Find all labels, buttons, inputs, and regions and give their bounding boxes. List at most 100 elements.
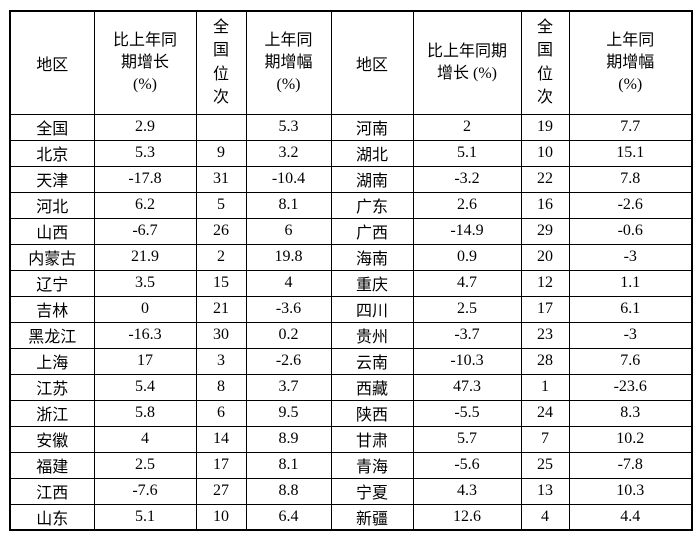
growth-cell: 17 (93, 347, 197, 375)
table-body: 全国 2.9 5.3 河南 2 19 7.7 北京 5.3 9 3.2 湖北 5.1 10 15.1 天津 -1… (9, 113, 693, 531)
growth-cell: -17.8 (93, 165, 197, 193)
region-cell: 山东 (9, 503, 95, 531)
prev-growth-cell: 6.1 (568, 295, 693, 323)
region-cell: 安徽 (9, 425, 95, 453)
prev-growth-cell: -23.6 (568, 373, 693, 401)
table-row: 黑龙江 -16.3 30 0.2 贵州 -3.7 23 -3 (9, 321, 693, 349)
growth-cell: 6.2 (93, 191, 197, 219)
rank-cell: 3 (195, 347, 247, 375)
rank-cell: 9 (195, 139, 247, 167)
region-cell: 河北 (9, 191, 95, 219)
prev-growth-cell: 0.2 (245, 321, 332, 349)
growth-cell: 5.1 (93, 503, 197, 531)
header-growth-left-line1: 比上年同 (112, 31, 177, 49)
region-cell: 浙江 (9, 399, 95, 427)
header-prev-right-line2: 期增幅 (606, 53, 655, 71)
rank-cell: 21 (195, 295, 247, 323)
growth-cell: -6.7 (93, 217, 197, 245)
growth-cell: 2 (412, 113, 522, 141)
rank-cell: 23 (520, 321, 570, 349)
header-growth-left: 比上年同 期增长 (%) (93, 10, 197, 115)
rank-cell: 16 (520, 191, 570, 219)
growth-cell: 2.5 (93, 451, 197, 479)
rank-cell: 1 (520, 373, 570, 401)
growth-cell: 2.9 (93, 113, 197, 141)
growth-cell: 5.8 (93, 399, 197, 427)
rank-cell: 13 (520, 477, 570, 505)
rank-cell: 27 (195, 477, 247, 505)
rank-cell: 5 (195, 191, 247, 219)
table-row: 全国 2.9 5.3 河南 2 19 7.7 (9, 113, 693, 141)
prev-growth-cell: 4.4 (568, 503, 693, 531)
prev-growth-cell: -3.6 (245, 295, 332, 323)
prev-growth-cell: 7.7 (568, 113, 693, 141)
rank-cell: 10 (195, 503, 247, 531)
growth-cell: 3.5 (93, 269, 197, 297)
table-row: 山西 -6.7 26 6 广西 -14.9 29 -0.6 (9, 217, 693, 245)
header-region-left: 地区 (9, 10, 95, 115)
table-row: 浙江 5.8 6 9.5 陕西 -5.5 24 8.3 (9, 399, 693, 427)
header-rank-left-char3: 位 (212, 65, 229, 83)
header-rank-left-char4: 次 (212, 89, 229, 107)
region-cell: 黑龙江 (9, 321, 95, 349)
prev-growth-cell: 8.3 (568, 399, 693, 427)
rank-cell: 15 (195, 269, 247, 297)
prev-growth-cell: 7.8 (568, 165, 693, 193)
prev-growth-cell: 4 (245, 269, 332, 297)
region-cell: 西藏 (330, 373, 414, 401)
table-row: 江西 -7.6 27 8.8 宁夏 4.3 13 10.3 (9, 477, 693, 505)
header-growth-right-line1: 比上年同期 (426, 42, 507, 60)
region-cell: 江西 (9, 477, 95, 505)
header-growth-left-line3: (%) (133, 75, 157, 93)
region-cell: 湖北 (330, 139, 414, 167)
header-row: 地区 比上年同 期增长 (%) 全 国 位 次 上年同 期增幅 (%) 地区 比… (9, 10, 693, 115)
header-rank-left: 全 国 位 次 (195, 10, 247, 115)
region-cell: 海南 (330, 243, 414, 271)
header-prev-left-line1: 上年同 (264, 31, 313, 49)
rank-cell: 4 (520, 503, 570, 531)
prev-growth-cell: 9.5 (245, 399, 332, 427)
growth-cell: -10.3 (412, 347, 522, 375)
header-growth-right-line2: 增长 (%) (437, 64, 497, 82)
rank-cell: 19 (520, 113, 570, 141)
header-rank-left-char1: 全 (212, 18, 229, 36)
prev-growth-cell: 8.9 (245, 425, 332, 453)
region-cell: 新疆 (330, 503, 414, 531)
prev-growth-cell: 3.7 (245, 373, 332, 401)
prev-growth-cell: 8.1 (245, 191, 332, 219)
region-cell: 天津 (9, 165, 95, 193)
rank-cell: 17 (520, 295, 570, 323)
header-growth-left-line2: 期增长 (120, 53, 169, 71)
prev-growth-cell: 7.6 (568, 347, 693, 375)
region-cell: 广东 (330, 191, 414, 219)
table-row: 安徽 4 14 8.9 甘肃 5.7 7 10.2 (9, 425, 693, 453)
rank-cell: 28 (520, 347, 570, 375)
header-rank-right-char3: 位 (536, 65, 553, 83)
table-row: 北京 5.3 9 3.2 湖北 5.1 10 15.1 (9, 139, 693, 167)
growth-cell: -3.2 (412, 165, 522, 193)
region-cell: 陕西 (330, 399, 414, 427)
prev-growth-cell: -2.6 (245, 347, 332, 375)
region-cell: 甘肃 (330, 425, 414, 453)
rank-cell: 2 (195, 243, 247, 271)
growth-cell: -5.5 (412, 399, 522, 427)
rank-cell: 30 (195, 321, 247, 349)
growth-cell: 12.6 (412, 503, 522, 531)
prev-growth-cell: 8.1 (245, 451, 332, 479)
prev-growth-cell: 6.4 (245, 503, 332, 531)
prev-growth-cell: 10.3 (568, 477, 693, 505)
header-prev-left-line2: 期增幅 (264, 53, 313, 71)
header-region-right: 地区 (330, 10, 414, 115)
table-row: 内蒙古 21.9 2 19.8 海南 0.9 20 -3 (9, 243, 693, 271)
growth-cell: 5.4 (93, 373, 197, 401)
prev-growth-cell: -0.6 (568, 217, 693, 245)
growth-cell: 0 (93, 295, 197, 323)
growth-cell: 4.7 (412, 269, 522, 297)
region-cell: 内蒙古 (9, 243, 95, 271)
region-cell: 吉林 (9, 295, 95, 323)
header-prev-right: 上年同 期增幅 (%) (568, 10, 693, 115)
growth-cell: 0.9 (412, 243, 522, 271)
growth-cell: 4 (93, 425, 197, 453)
region-cell: 福建 (9, 451, 95, 479)
rank-cell: 31 (195, 165, 247, 193)
